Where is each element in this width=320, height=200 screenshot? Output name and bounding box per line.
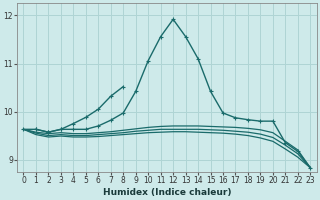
X-axis label: Humidex (Indice chaleur): Humidex (Indice chaleur) xyxy=(103,188,231,197)
